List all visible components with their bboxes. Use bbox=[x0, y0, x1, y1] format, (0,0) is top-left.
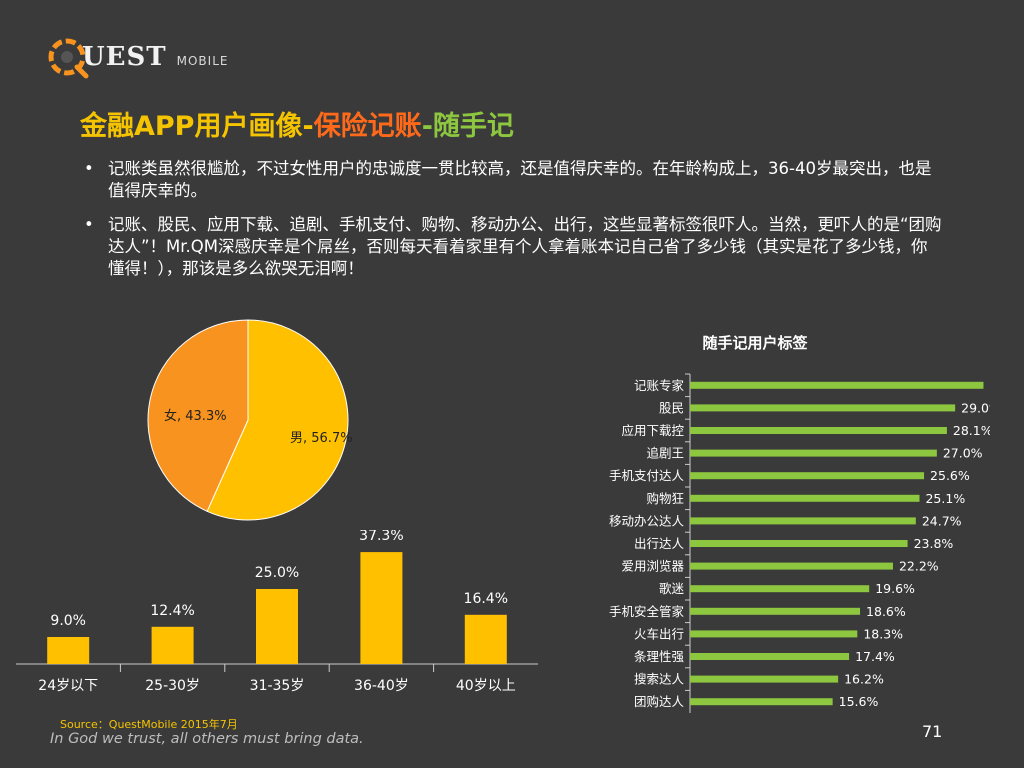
motto-text: In God we trust, all others must bring d… bbox=[50, 731, 364, 747]
age-category-label: 36-40岁 bbox=[354, 678, 409, 694]
title-main: 金融APP用户画像- bbox=[80, 111, 314, 142]
tag-bar-value-label: 25.1% bbox=[925, 491, 965, 506]
tag-bar-value-label: 18.6% bbox=[866, 604, 906, 619]
tag-category-label: 搜索达人 bbox=[634, 672, 685, 687]
tag-bar-value-label: 28.1% bbox=[953, 423, 990, 438]
tag-category-label: 追剧王 bbox=[646, 446, 684, 461]
tag-bar-value-label: 18.3% bbox=[863, 626, 903, 641]
tag-bar-value-label: 25.6% bbox=[930, 468, 970, 483]
tag-bar-value-label: 29.0% bbox=[961, 400, 990, 415]
age-category-label: 40岁以上 bbox=[456, 678, 516, 694]
age-bar-value-label: 37.3% bbox=[359, 530, 403, 544]
tag-chart-title: 随手记用户标签 bbox=[702, 334, 808, 352]
age-bar bbox=[47, 637, 90, 664]
age-bar bbox=[256, 589, 298, 664]
tag-bar bbox=[690, 675, 839, 683]
logo-sub-text: MOBILE bbox=[176, 54, 229, 68]
age-category-label: 24岁以下 bbox=[38, 678, 98, 694]
tag-bar bbox=[690, 585, 870, 593]
page-title: 金融APP用户画像-保险记账-随手记 bbox=[80, 104, 514, 143]
tag-bar-value-label: 24.7% bbox=[922, 513, 962, 528]
pie-slice bbox=[147, 319, 249, 512]
age-bar-value-label: 25.0% bbox=[255, 565, 299, 581]
tag-bar-value-label: 23.8% bbox=[914, 536, 954, 551]
tag-bar bbox=[690, 427, 947, 434]
tag-category-label: 购物狂 bbox=[646, 491, 684, 506]
tag-bar bbox=[690, 449, 937, 457]
tag-category-label: 团购达人 bbox=[634, 694, 685, 709]
tag-bar bbox=[690, 562, 893, 570]
tag-bar-value-label: 27.0% bbox=[943, 446, 983, 461]
tag-bar-value-label: 15.6% bbox=[839, 694, 879, 709]
tag-bar bbox=[690, 698, 833, 706]
tag-bar bbox=[690, 404, 956, 412]
tag-bar bbox=[690, 540, 908, 547]
age-bar-value-label: 12.4% bbox=[150, 603, 194, 619]
pie-slice bbox=[206, 319, 349, 521]
tag-bar bbox=[690, 653, 850, 660]
page-number: 71 bbox=[922, 722, 943, 741]
tag-category-label: 火车出行 bbox=[634, 626, 684, 641]
tag-category-label: 应用下载控 bbox=[621, 423, 684, 438]
tag-category-label: 手机支付达人 bbox=[609, 468, 685, 483]
logo-brand-text: UEST bbox=[82, 42, 167, 72]
logo-ring-icon bbox=[48, 38, 89, 79]
tag-category-label: 手机安全管家 bbox=[609, 604, 685, 619]
source-note: Source：QuestMobile 2015年7月 bbox=[60, 718, 238, 731]
tag-bar-value-label: 17.4% bbox=[855, 649, 895, 664]
age-bar-value-label: 9.0% bbox=[50, 613, 86, 629]
tag-bar bbox=[690, 381, 984, 389]
tag-bar bbox=[690, 630, 858, 638]
pie-slice-label: 男, 56.7% bbox=[290, 431, 353, 446]
pie-slice-label: 女, 43.3% bbox=[164, 408, 227, 424]
tag-bar bbox=[690, 472, 925, 480]
tag-bar-value-label: 32.1% bbox=[989, 378, 990, 393]
title-tail: -随手记 bbox=[421, 111, 514, 142]
tag-bar bbox=[690, 607, 861, 615]
tag-category-label: 移动办公达人 bbox=[609, 513, 685, 528]
tag-category-label: 条理性强 bbox=[634, 649, 685, 664]
tag-category-label: 记账专家 bbox=[634, 378, 685, 393]
gender-pie-chart: 男, 56.7% 女, 43.3% bbox=[147, 319, 353, 521]
bullet-list: 记账类虽然很尴尬，不过女性用户的忠诚度一贯比较高，还是值得庆幸的。在年龄构成上，… bbox=[84, 158, 944, 292]
tag-bar-value-label: 19.6% bbox=[875, 581, 915, 596]
age-category-label: 25-30岁 bbox=[145, 678, 200, 694]
tag-category-label: 股民 bbox=[659, 400, 684, 415]
title-highlight: 保险记账 bbox=[313, 111, 422, 142]
tag-category-label: 歌迷 bbox=[659, 581, 685, 596]
age-bar bbox=[360, 552, 403, 664]
logo: UEST MOBILE bbox=[44, 34, 228, 80]
tag-bar-value-label: 22.2% bbox=[899, 559, 939, 574]
tag-bar bbox=[690, 494, 920, 502]
bullet-item: 记账、股民、应用下载、追剧、手机支付、购物、移动办公、出行，这些显著标签很吓人。… bbox=[84, 214, 944, 280]
tag-category-label: 出行达人 bbox=[634, 536, 685, 551]
age-bar bbox=[464, 614, 507, 664]
age-category-label: 31-35岁 bbox=[250, 678, 305, 694]
tag-category-label: 爱用浏览器 bbox=[621, 559, 684, 574]
age-bar bbox=[151, 626, 194, 664]
age-bar-value-label: 16.4% bbox=[464, 591, 508, 607]
bullet-item: 记账类虽然很尴尬，不过女性用户的忠诚度一贯比较高，还是值得庆幸的。在年龄构成上，… bbox=[84, 158, 944, 202]
age-bar-chart: 9.0% 24岁以下 12.4% 25-30岁 25.0% 31-35岁 37.3% 36-4… bbox=[16, 530, 538, 694]
tag-bar bbox=[690, 517, 916, 525]
tag-bar-value-label: 16.2% bbox=[844, 672, 884, 687]
